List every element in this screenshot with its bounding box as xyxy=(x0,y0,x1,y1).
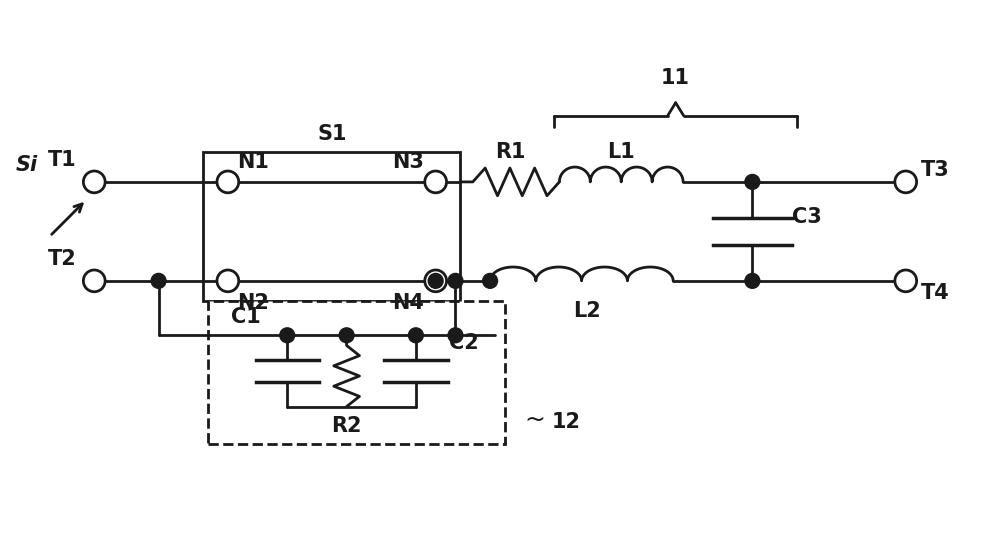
Text: T3: T3 xyxy=(921,160,950,180)
Circle shape xyxy=(895,270,917,292)
Text: R2: R2 xyxy=(331,416,362,436)
Text: R1: R1 xyxy=(495,142,525,162)
Text: T4: T4 xyxy=(921,283,950,303)
Text: T1: T1 xyxy=(48,150,77,170)
Circle shape xyxy=(448,328,463,343)
Bar xyxy=(208,301,505,444)
Circle shape xyxy=(428,273,443,288)
Circle shape xyxy=(448,273,463,288)
Text: N1: N1 xyxy=(237,152,269,172)
Circle shape xyxy=(83,270,105,292)
Text: C2: C2 xyxy=(449,333,478,353)
Text: C1: C1 xyxy=(231,308,261,327)
Text: L2: L2 xyxy=(573,301,600,321)
Circle shape xyxy=(217,270,239,292)
Circle shape xyxy=(895,171,917,193)
Text: N2: N2 xyxy=(237,293,269,312)
Circle shape xyxy=(339,328,354,343)
Text: 12: 12 xyxy=(552,412,581,433)
Text: L1: L1 xyxy=(607,142,635,162)
Circle shape xyxy=(425,171,447,193)
Circle shape xyxy=(425,270,447,292)
Text: 11: 11 xyxy=(661,68,690,88)
Text: C3: C3 xyxy=(792,206,822,227)
Circle shape xyxy=(217,171,239,193)
Text: Si: Si xyxy=(16,155,38,175)
Text: N3: N3 xyxy=(392,152,424,172)
Circle shape xyxy=(408,328,423,343)
Circle shape xyxy=(745,175,760,189)
Circle shape xyxy=(280,328,295,343)
Text: ~: ~ xyxy=(524,407,545,431)
Bar xyxy=(203,152,460,301)
Circle shape xyxy=(745,273,760,288)
Text: S1: S1 xyxy=(317,124,347,144)
Text: T2: T2 xyxy=(48,249,77,269)
Text: N4: N4 xyxy=(392,293,424,312)
Circle shape xyxy=(83,171,105,193)
Circle shape xyxy=(151,273,166,288)
Circle shape xyxy=(483,273,498,288)
